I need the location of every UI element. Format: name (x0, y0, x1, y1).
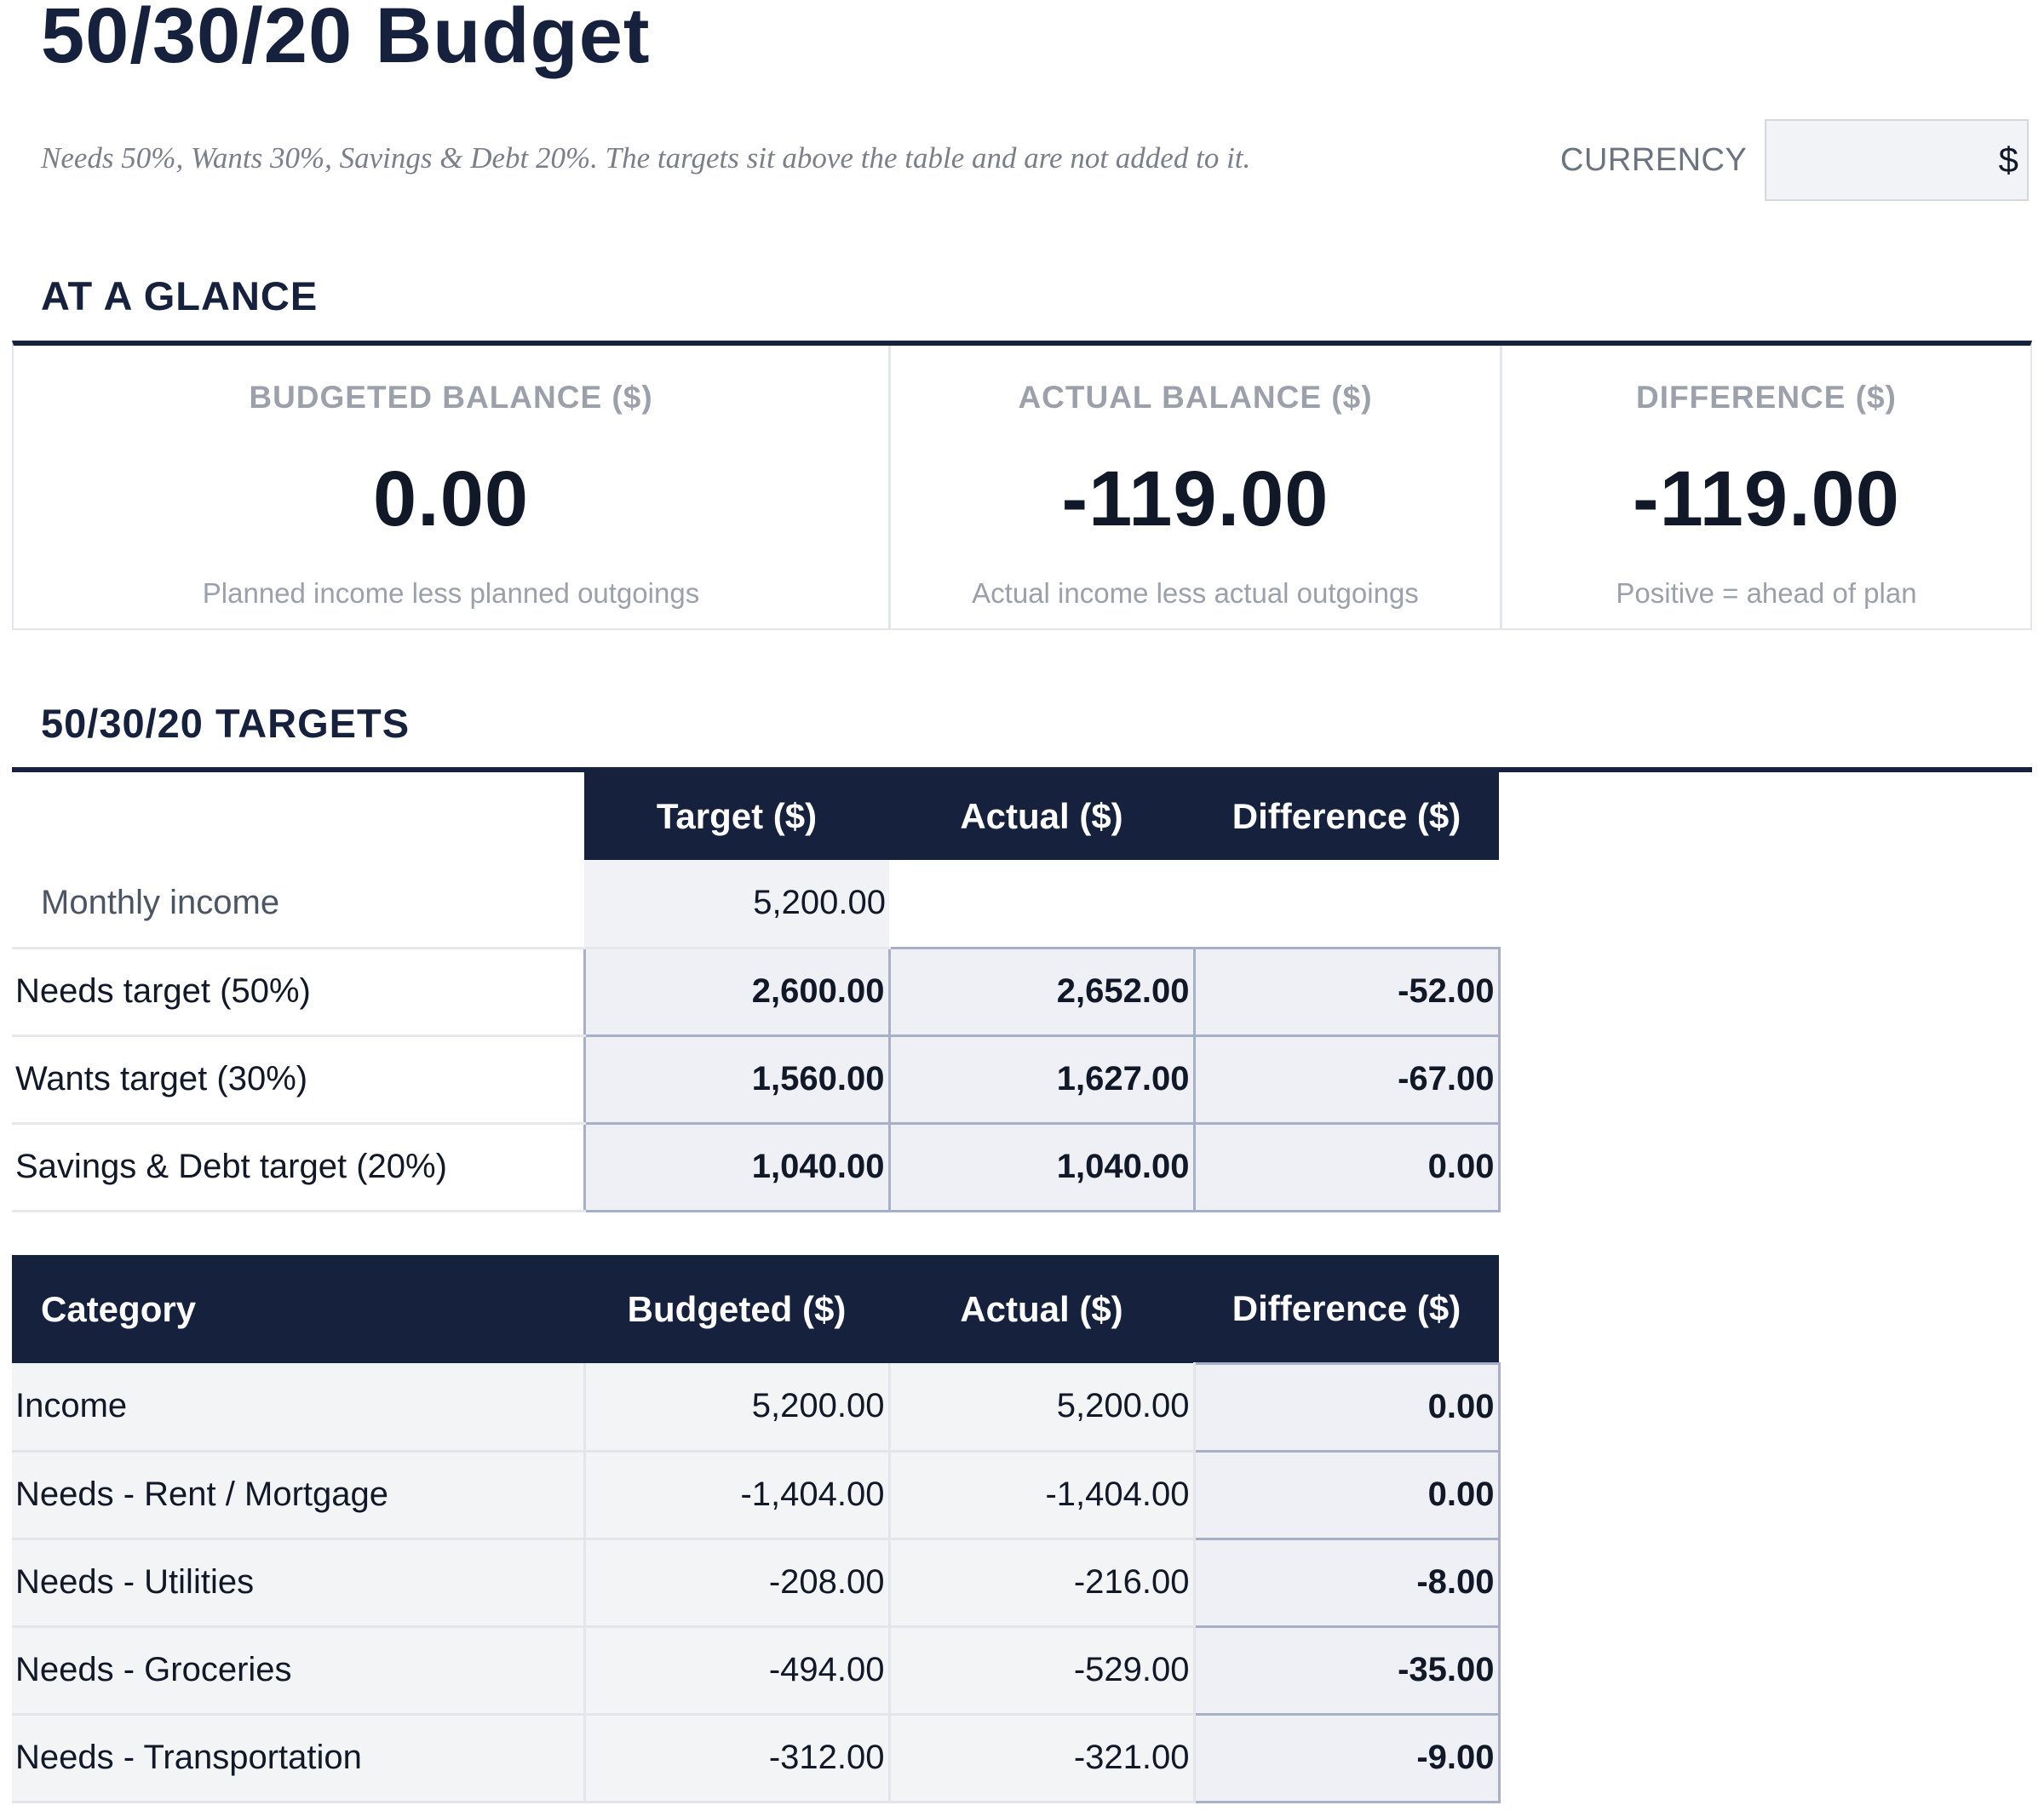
card-note: Actual income less actual outgoings (972, 577, 1419, 609)
actual-value: 2,652.00 (887, 946, 1196, 1037)
targets-table: Target ($) Actual ($) Difference ($) Mon… (12, 772, 1501, 1212)
category-label[interactable]: Needs - Utilities (12, 1539, 586, 1628)
card-note: Positive = ahead of plan (1616, 577, 1917, 609)
category-row: Needs - Utilities -208.00 -216.00 -8.00 (12, 1537, 1501, 1628)
budgeted-balance-card: BUDGETED BALANCE ($) 0.00 Planned income… (14, 346, 891, 628)
actual-balance-card: ACTUAL BALANCE ($) -119.00 Actual income… (891, 346, 1502, 628)
card-label: BUDGETED BALANCE ($) (249, 380, 653, 415)
budgeted-column-header: Budgeted ($) (584, 1255, 889, 1363)
card-label: ACTUAL BALANCE ($) (1018, 380, 1373, 415)
category-header-row: Category Budgeted ($) Actual ($) Differe… (12, 1255, 1499, 1363)
target-value: 2,600.00 (583, 946, 891, 1037)
page-subtitle: Needs 50%, Wants 30%, Savings & Debt 20%… (41, 141, 1251, 175)
category-row: Income 5,200.00 5,200.00 0.00 (12, 1361, 1501, 1453)
difference-cell: -35.00 (1192, 1625, 1501, 1716)
target-column-header: Target ($) (584, 772, 889, 860)
difference-column-header: Difference ($) (1194, 772, 1499, 860)
target-row: Wants target (30%) 1,560.00 1,627.00 -67… (12, 1034, 1501, 1125)
actual-column-header: Actual ($) (889, 1255, 1194, 1363)
difference-cell: -9.00 (1192, 1712, 1501, 1803)
glance-heading: AT A GLANCE (41, 273, 319, 318)
actual-cell[interactable]: -216.00 (889, 1539, 1196, 1628)
monthly-income-input[interactable]: 5,200.00 (584, 860, 889, 949)
targets-heading: 50/30/20 TARGETS (41, 701, 411, 746)
row-label: Savings & Debt target (20%) (12, 1123, 584, 1212)
card-label: DIFFERENCE ($) (1636, 380, 1897, 415)
difference-card: DIFFERENCE ($) -119.00 Positive = ahead … (1502, 346, 2030, 628)
category-label[interactable]: Income (12, 1363, 586, 1453)
difference-cell: 0.00 (1192, 1449, 1501, 1540)
row-label: Wants target (30%) (12, 1035, 584, 1125)
empty-cell (1194, 860, 1499, 948)
budgeted-cell[interactable]: -1,404.00 (584, 1451, 891, 1540)
category-table: Category Budgeted ($) Actual ($) Differe… (12, 1255, 1501, 1803)
category-row: Needs - Groceries -494.00 -529.00 -35.00 (12, 1625, 1501, 1716)
card-value: -119.00 (1633, 456, 1900, 542)
page-title: 50/30/20 Budget (41, 0, 651, 79)
glance-cards: BUDGETED BALANCE ($) 0.00 Planned income… (12, 341, 2032, 630)
category-column-header: Category (12, 1255, 584, 1363)
difference-cell: -8.00 (1192, 1537, 1501, 1628)
actual-column-header: Actual ($) (889, 772, 1194, 860)
card-value: 0.00 (372, 456, 530, 542)
empty-cell (889, 860, 1194, 948)
currency-label: CURRENCY (1560, 142, 1748, 178)
target-value: 1,560.00 (583, 1034, 891, 1125)
actual-cell[interactable]: -321.00 (889, 1714, 1196, 1803)
difference-column-header: Difference ($) (1194, 1255, 1499, 1363)
targets-header-blank (12, 772, 584, 860)
row-label: Monthly income (12, 860, 584, 949)
category-row: Needs - Transportation -312.00 -321.00 -… (12, 1712, 1501, 1803)
actual-value: 1,040.00 (887, 1121, 1196, 1212)
target-row: Savings & Debt target (20%) 1,040.00 1,0… (12, 1121, 1501, 1212)
budgeted-cell[interactable]: -312.00 (584, 1714, 891, 1803)
difference-value: 0.00 (1192, 1121, 1501, 1212)
target-value: 1,040.00 (583, 1121, 891, 1212)
category-row: Needs - Rent / Mortgage -1,404.00 -1,404… (12, 1449, 1501, 1540)
actual-value: 1,627.00 (887, 1034, 1196, 1125)
category-label[interactable]: Needs - Transportation (12, 1714, 586, 1803)
row-label: Needs target (50%) (12, 948, 584, 1037)
target-row: Needs target (50%) 2,600.00 2,652.00 -52… (12, 946, 1501, 1037)
category-label[interactable]: Needs - Groceries (12, 1626, 586, 1716)
monthly-income-row: Monthly income 5,200.00 (12, 860, 1499, 949)
budgeted-cell[interactable]: 5,200.00 (584, 1363, 891, 1453)
category-label[interactable]: Needs - Rent / Mortgage (12, 1451, 586, 1540)
budgeted-cell[interactable]: -494.00 (584, 1626, 891, 1716)
difference-value: -67.00 (1192, 1034, 1501, 1125)
actual-cell[interactable]: -529.00 (889, 1626, 1196, 1716)
card-value: -119.00 (1061, 456, 1329, 542)
actual-cell[interactable]: -1,404.00 (889, 1451, 1196, 1540)
targets-header-row: Target ($) Actual ($) Difference ($) (12, 772, 1499, 860)
actual-cell[interactable]: 5,200.00 (889, 1363, 1196, 1453)
currency-input[interactable]: $ (1765, 119, 2029, 201)
targets-rule (12, 767, 2032, 772)
difference-value: -52.00 (1192, 946, 1501, 1037)
budgeted-cell[interactable]: -208.00 (584, 1539, 891, 1628)
difference-cell: 0.00 (1192, 1361, 1501, 1453)
card-note: Planned income less planned outgoings (202, 577, 700, 609)
